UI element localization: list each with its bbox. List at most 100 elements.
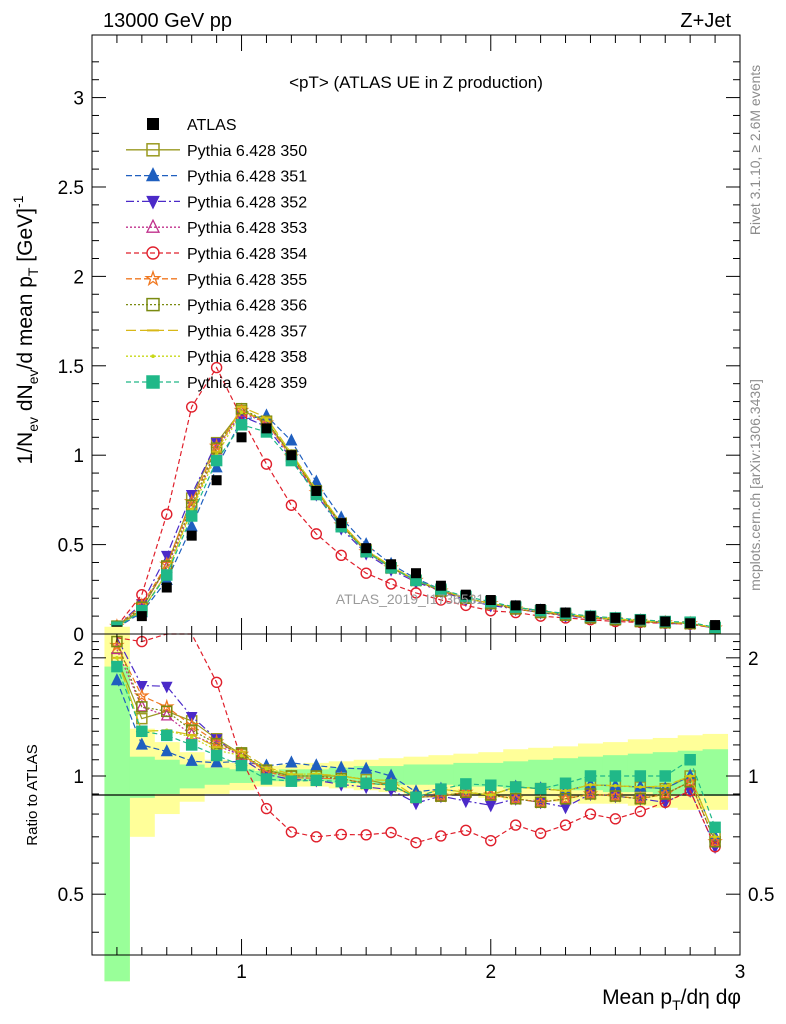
- ratio-point: [159, 698, 175, 714]
- x-tick-labels: 1 2 3: [236, 962, 745, 983]
- ratio-point: [434, 788, 447, 801]
- ratio-series-group: [109, 633, 723, 854]
- atlas-point: [411, 568, 421, 579]
- ratio-point: [160, 744, 173, 757]
- legend-label: Pythia 6.428 351: [187, 169, 307, 186]
- series-point: [235, 419, 248, 431]
- ratio-point: [189, 735, 194, 740]
- ratio-point: [208, 733, 225, 749]
- series-point: [210, 460, 223, 473]
- series-point: [161, 569, 173, 581]
- stat-band-bin: [179, 764, 205, 789]
- x-tick-label: 3: [735, 962, 746, 983]
- ratio-point: [509, 781, 522, 793]
- ratio-point: [559, 793, 572, 805]
- ratio-point: [160, 708, 173, 721]
- ratio-point: [285, 775, 298, 787]
- ratio-point: [607, 787, 624, 803]
- ratio-point: [136, 681, 148, 693]
- mcplots-label: mcplots.cern.ch [arXiv:1306.3436]: [747, 379, 763, 591]
- stat-band-bin: [229, 769, 255, 783]
- ratio-y-axis-label: Ratio to ATLAS: [24, 744, 41, 845]
- legend-label: Pythia 6.428 350: [187, 143, 307, 160]
- ratio-point: [584, 786, 597, 799]
- ratio-point: [360, 761, 373, 774]
- y-tick-label: 2: [73, 267, 84, 288]
- atlas-data-points: [111, 423, 721, 636]
- ratio-point: [385, 826, 397, 839]
- ratio-y-tick-label: 0.5: [58, 885, 84, 906]
- ratio-point: [160, 681, 173, 694]
- atlas-point: [386, 559, 397, 570]
- series-point: [239, 410, 244, 415]
- legend-marker: [146, 297, 160, 312]
- series-point: [160, 550, 173, 563]
- series-point: [310, 528, 323, 540]
- ratio-point: [709, 821, 721, 834]
- series-point: [264, 417, 269, 422]
- ratio-point: [310, 758, 323, 771]
- legend-label: Pythia 6.428 359: [187, 375, 307, 392]
- legend-marker: [145, 167, 161, 182]
- ratio-point: [713, 835, 717, 839]
- ratio-point: [584, 770, 597, 782]
- series-point: [185, 510, 198, 522]
- series-point: [285, 499, 298, 511]
- stat-band-bin: [204, 767, 230, 785]
- legend-marker: [147, 118, 159, 130]
- legend-entry: Pythia 6.428 353: [126, 218, 307, 237]
- legend-entry: Pythia 6.428 357: [126, 323, 307, 340]
- ratio-point: [559, 802, 572, 815]
- ratio-point: [588, 782, 593, 787]
- ratio-point: [260, 773, 273, 785]
- legend-label: Pythia 6.428 354: [187, 246, 307, 263]
- ratio-axis-ticks: [92, 634, 741, 955]
- legend-marker: [144, 269, 162, 287]
- legend-entry: Pythia 6.428 350: [126, 143, 307, 160]
- stat-band-bin: [104, 666, 130, 982]
- legend-label: Pythia 6.428 352: [187, 194, 307, 211]
- y-tick-label: 2.5: [58, 178, 84, 199]
- legend-label: Pythia 6.428 356: [187, 298, 307, 315]
- ratio-point: [563, 789, 568, 793]
- ratio-point: [509, 819, 522, 831]
- legend-entry-atlas: ATLAS: [147, 117, 237, 134]
- ratio-point: [488, 793, 493, 797]
- ratio-y-tick-label: 1: [73, 767, 84, 788]
- ratio-point: [534, 827, 547, 840]
- atlas-point: [211, 475, 222, 486]
- ratio-point: [115, 656, 119, 660]
- ratio-point: [289, 772, 294, 777]
- atlas-point: [161, 582, 172, 593]
- ratio-point: [335, 775, 347, 788]
- ratio-point: [161, 705, 173, 718]
- ratio-point: [485, 835, 497, 847]
- atlas-point: [610, 612, 621, 623]
- legend-entry: Pythia 6.428 359: [126, 375, 307, 392]
- ratio-point: [210, 676, 223, 689]
- ratio-point: [659, 796, 671, 808]
- ratio-line: [116, 633, 716, 848]
- ratio-point: [484, 800, 497, 813]
- ratio-point: [559, 777, 572, 790]
- ratio-point: [684, 754, 696, 766]
- atlas-point: [685, 618, 696, 629]
- legend-marker: [146, 375, 160, 389]
- ratio-point: [285, 826, 298, 838]
- legend-marker: [146, 246, 160, 260]
- ratio-point: [485, 779, 497, 791]
- plot-title: <pT> (ATLAS UE in Z production): [289, 73, 543, 92]
- ratio-point: [235, 747, 248, 759]
- atlas-point: [361, 543, 372, 554]
- atlas-point: [660, 616, 671, 627]
- ratio-point: [609, 790, 622, 802]
- ratio-point: [235, 759, 248, 772]
- ratio-point: [435, 783, 447, 795]
- atlas-point: [261, 423, 272, 434]
- rivet-version-label: Rivet 3.1.10, ≥ 2.6M events: [747, 65, 763, 235]
- ratio-point: [111, 660, 123, 673]
- ratio-point: [534, 796, 547, 809]
- ratio-point: [609, 813, 622, 825]
- ratio-y-tick-labels: 0.5 0.5 1 1 2 2: [58, 649, 775, 906]
